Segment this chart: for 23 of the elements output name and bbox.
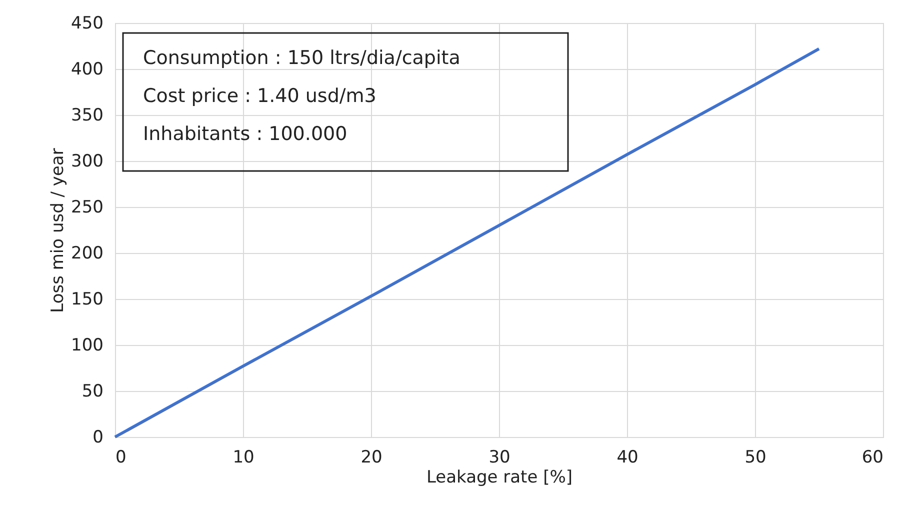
- y-tick-label: 250: [71, 198, 104, 218]
- line-series: [114, 47, 820, 438]
- y-tick-label: 150: [71, 290, 104, 310]
- x-tick-label: 10: [232, 448, 254, 468]
- y-tick-label: 0: [92, 428, 104, 448]
- x-tick-label: 60: [862, 448, 884, 468]
- y-tick-label: 200: [71, 244, 104, 264]
- y-tick-label: 400: [71, 60, 104, 80]
- x-tick-label: 30: [488, 448, 510, 468]
- annotation: Consumption : 150 ltrs/dia/capita: [143, 47, 460, 69]
- y-tick-label: 300: [71, 152, 104, 172]
- y-tick-label: 100: [71, 336, 104, 356]
- annotation: Cost price : 1.40 usd/m3: [143, 85, 376, 107]
- y-tick-label: 450: [71, 14, 104, 34]
- x-tick-label: 40: [616, 448, 638, 468]
- annotation: Inhabitants : 100.000: [143, 123, 348, 145]
- y-axis-title: Loss mio usd / year: [48, 148, 68, 313]
- x-tick-label: 20: [360, 448, 382, 468]
- x-tick-label: 50: [744, 448, 766, 468]
- y-tick-label: 50: [82, 382, 104, 402]
- x-tick-label: 0: [116, 448, 126, 468]
- y-tick-label: 350: [71, 106, 104, 126]
- x-axis-title: Leakage rate [%]: [426, 468, 573, 488]
